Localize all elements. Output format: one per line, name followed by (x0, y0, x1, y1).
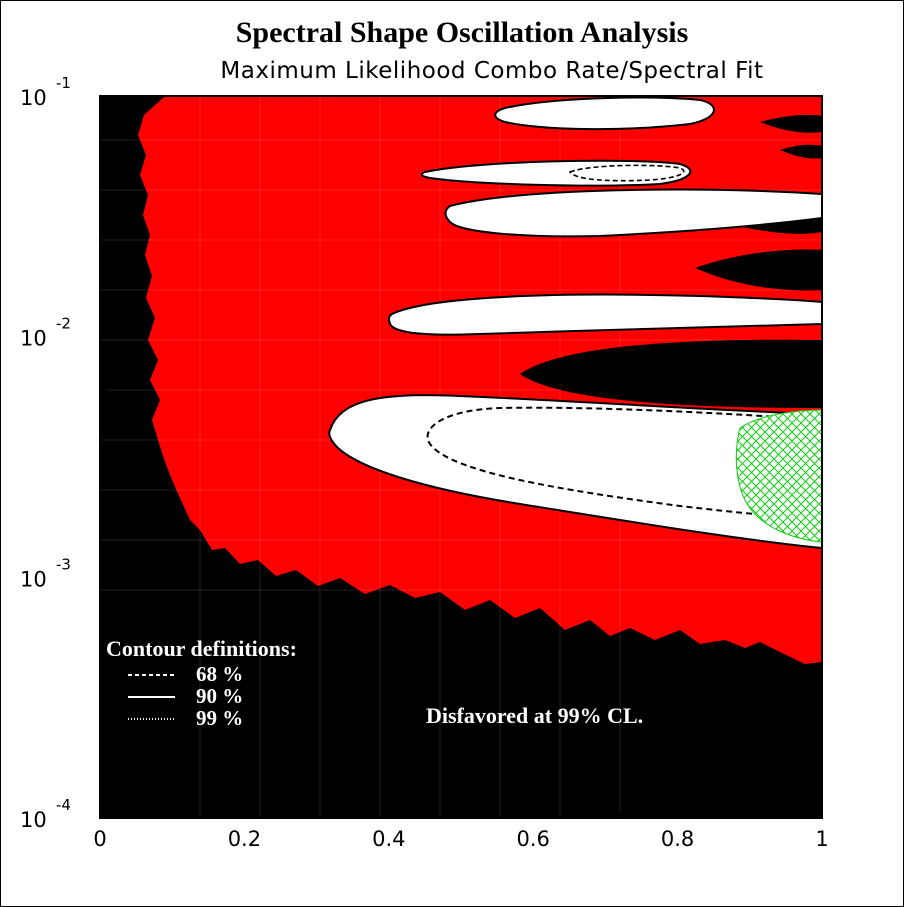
y-tick-base: 10 (20, 327, 47, 351)
black-band-mid (695, 249, 822, 291)
y-tick-base: 10 (20, 86, 47, 110)
y-tick-base: 10 (20, 567, 47, 591)
y-tick-label: 10 (20, 86, 47, 110)
x-axis-labels: 0 0.2 0.4 0.6 0.8 1 (93, 827, 828, 851)
x-tick-label: 1 (815, 827, 828, 851)
legend-heading: Contour definitions: (106, 636, 297, 661)
black-band-top-2 (780, 144, 822, 159)
y-axis-labels: 10 -1 10 -2 10 -3 10 -4 (20, 74, 71, 832)
legend-label-68: 68 % (196, 662, 243, 686)
y-tick-base: 10 (20, 808, 47, 832)
allowed-island-lower (328, 394, 822, 550)
chart-subtitle: Maximum Likelihood Combo Rate/Spectral F… (220, 58, 763, 84)
x-axis-ticks (99, 804, 823, 818)
y-tick-exponent: -3 (56, 555, 71, 573)
legend-label-99: 99 % (196, 706, 243, 730)
allowed-island-upper-2 (444, 188, 822, 238)
x-tick-label: 0.2 (228, 827, 261, 851)
legend-label-90: 90 % (196, 684, 243, 708)
allowed-island-upper (420, 159, 692, 187)
x-tick-label: 0.6 (516, 827, 549, 851)
x-tick-label: 0.4 (372, 827, 405, 851)
y-tick-label: 10 (20, 567, 47, 591)
contour-68-lower (426, 406, 822, 519)
y-tick-label: 10 (20, 327, 47, 351)
black-band-large (520, 339, 822, 408)
x-tick-label: 0 (93, 827, 106, 851)
y-axis-ticks (100, 106, 116, 819)
plot-area (100, 96, 822, 818)
y-tick-exponent: -1 (56, 74, 71, 92)
x-tick-label: 0.8 (661, 827, 694, 851)
black-band-top-1 (760, 114, 822, 133)
chart-title: Spectral Shape Oscillation Analysis (236, 16, 689, 49)
y-tick-exponent: -2 (56, 315, 71, 333)
allowed-island-top (494, 96, 715, 131)
disfavored-annotation: Disfavored at 99% CL. (426, 703, 643, 728)
legend: Contour definitions: 68 % 90 % 99 % (106, 636, 297, 730)
allowed-island-middle (387, 293, 822, 336)
hatched-region (735, 409, 822, 543)
y-tick-label: 10 (20, 808, 47, 832)
y-tick-exponent: -4 (56, 796, 71, 814)
